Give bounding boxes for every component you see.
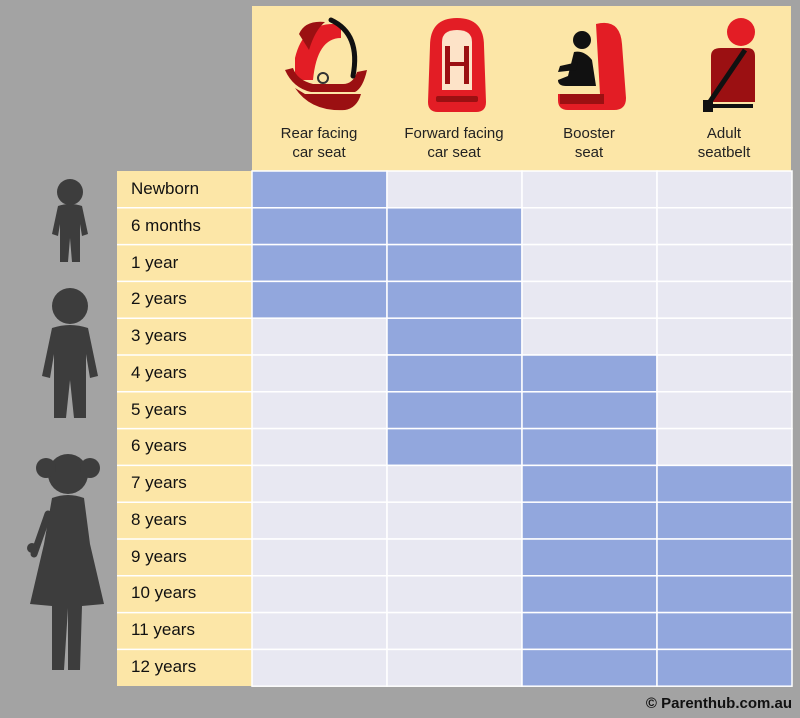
cell-recommended [386, 354, 523, 393]
cell-recommended [386, 280, 523, 319]
cell-grid [117, 170, 793, 687]
cell-empty [386, 575, 523, 614]
cell-empty [251, 538, 388, 577]
header-label-adult-seatbelt: Adult seatbelt [697, 125, 751, 161]
cell-recommended [251, 280, 388, 319]
cell-recommended [386, 207, 523, 246]
toddler-silhouette-icon [42, 288, 98, 418]
cell-recommended [521, 611, 658, 651]
cell-empty [251, 464, 388, 503]
cell-empty [521, 280, 658, 319]
cell-empty [656, 427, 793, 467]
cell-recommended [386, 427, 523, 467]
cell-empty [251, 354, 388, 393]
cell-empty [251, 391, 388, 430]
child-silhouette-icon [27, 454, 104, 670]
cell-recommended [386, 391, 523, 430]
cell-recommended [251, 207, 388, 246]
cell-empty [521, 170, 658, 209]
cell-empty [251, 648, 388, 687]
booster-seat-icon [558, 22, 626, 110]
cell-recommended [656, 648, 793, 687]
cell-recommended [521, 464, 658, 503]
cell-empty [386, 501, 523, 540]
age-label: 10 years [131, 583, 197, 602]
age-label: Newborn [131, 179, 200, 198]
header-label-forward-facing: Forward facing car seat [404, 125, 504, 161]
cell-empty [386, 464, 523, 503]
cell-recommended [386, 243, 523, 283]
cell-empty [386, 648, 523, 687]
cell-recommended [656, 575, 793, 614]
age-label: 5 years [131, 400, 187, 419]
cell-recommended [656, 611, 793, 651]
header-label-booster: Booster seat [563, 125, 615, 161]
cell-empty [656, 243, 793, 283]
cell-recommended [251, 243, 388, 283]
cell-recommended [521, 427, 658, 467]
cell-recommended [521, 648, 658, 687]
cell-empty [386, 538, 523, 577]
age-label: 7 years [131, 473, 187, 492]
age-label: 6 months [131, 216, 201, 235]
cell-empty [251, 575, 388, 614]
cell-empty [521, 207, 658, 246]
age-label: 1 year [131, 253, 179, 272]
age-label: 2 years [131, 289, 187, 308]
cell-recommended [521, 354, 658, 393]
cell-empty [656, 170, 793, 209]
cell-recommended [656, 538, 793, 577]
baby-silhouette-icon [52, 179, 88, 262]
cell-empty [656, 317, 793, 356]
credit-text: © Parenthub.com.au [645, 695, 792, 712]
cell-recommended [521, 501, 658, 540]
age-label: 3 years [131, 326, 187, 345]
cell-recommended [521, 575, 658, 614]
cell-empty [251, 501, 388, 540]
cell-recommended [656, 501, 793, 540]
cell-recommended [521, 391, 658, 430]
cell-recommended [656, 464, 793, 503]
rear-facing-seat-icon [285, 17, 367, 111]
cell-empty [386, 611, 523, 651]
cell-recommended [251, 170, 388, 209]
cell-empty [656, 354, 793, 393]
age-label: 12 years [131, 657, 197, 676]
adult-seatbelt-icon [703, 18, 755, 112]
cell-recommended [386, 317, 523, 356]
forward-facing-seat-icon [428, 18, 486, 112]
cell-empty [656, 207, 793, 246]
age-label: 8 years [131, 510, 187, 529]
age-label: 9 years [131, 547, 187, 566]
cell-empty [656, 280, 793, 319]
cell-empty [656, 391, 793, 430]
cell-empty [521, 317, 658, 356]
age-label: 11 years [131, 620, 195, 639]
cell-empty [251, 611, 388, 651]
age-label: 4 years [131, 363, 187, 382]
cell-empty [251, 317, 388, 356]
cell-empty [521, 243, 658, 283]
header-label-rear-facing: Rear facing car seat [280, 125, 358, 161]
cell-empty [386, 170, 523, 209]
age-label: 6 years [131, 436, 187, 455]
cell-recommended [521, 538, 658, 577]
cell-empty [251, 427, 388, 467]
